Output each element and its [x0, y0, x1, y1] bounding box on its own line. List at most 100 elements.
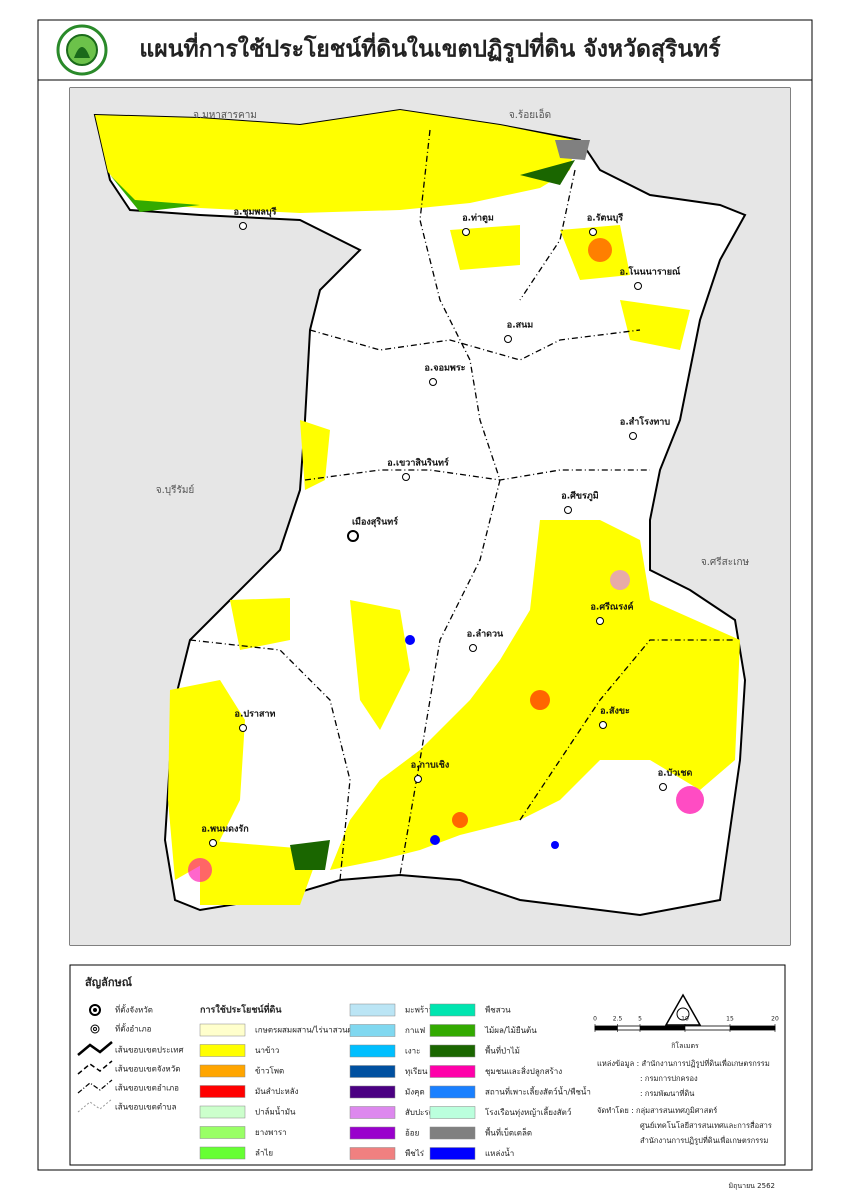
district-marker	[469, 644, 477, 652]
legend-label: โรงเรือนทุ่งหญ้าเลี้ยงสัตว์	[485, 1106, 571, 1117]
district-marker	[589, 228, 597, 236]
district-marker	[402, 473, 410, 481]
scale-bar: 0 2.5 5 10 15 20	[593, 1016, 779, 1032]
district-label: อ.ศรีณรงค์	[591, 601, 634, 613]
legend-items: ที่ตั้งจังหวัดที่ตั้งอำเภอเส้นขอบเขตประเ…	[115, 1004, 591, 1160]
legend-swatch	[429, 1024, 476, 1037]
legend-label: สับปะรด	[405, 1108, 434, 1117]
district-marker	[239, 724, 247, 732]
legend-label: ข้าวโพด	[255, 1066, 284, 1076]
scale-label: กิโลเมตร	[671, 1041, 699, 1050]
legend-label: เกษตรผสมผสาน/ไร่นาสวนผสม	[255, 1026, 362, 1035]
legend-title: สัญลักษณ์	[85, 976, 133, 989]
legend-swatch	[349, 1085, 396, 1099]
legend-label: ชุมชนและสิ่งปลูกสร้าง	[485, 1065, 562, 1077]
legend-label: สถานที่เพาะเลี้ยงสัตว์น้ำ/พืชน้ำ	[485, 1086, 591, 1097]
scale-tick-label: 0	[593, 1016, 597, 1023]
district-label: อ.ชุมพลบุรี	[234, 207, 277, 218]
district-label: อ.โนนนารายณ์	[620, 266, 681, 278]
legend-swatch	[429, 1126, 476, 1140]
district-label: อ.ลำดวน	[467, 629, 504, 640]
source-line: สำนักงานการปฏิรูปที่ดินเพื่อเกษตรกรรม	[640, 1135, 768, 1145]
symbol-label: เส้นขอบเขตจังหวัด	[115, 1065, 180, 1074]
legend-label: ทุเรียน	[405, 1067, 428, 1076]
title: แผนที่การใช้ประโยชน์ที่ดินในเขตปฏิรูปที่…	[139, 32, 721, 64]
north-logo	[664, 993, 702, 1026]
district-label: อ.บัวเชด	[658, 768, 693, 779]
date: มิถุนายน 2562	[729, 1182, 776, 1190]
legend-swatch	[199, 1085, 246, 1098]
scale-tick-label: 2.5	[613, 1016, 623, 1023]
legend-swatch	[429, 1003, 476, 1017]
district-label: อ.ปราสาท	[235, 709, 276, 720]
district-labels: อ.ชุมพลบุรีอ.ท่าตูม อ.รัตนบุรีอ.โนนนารายณ…	[201, 207, 692, 847]
legend-swatch	[429, 1085, 476, 1099]
legend-swatch	[429, 1106, 476, 1119]
district-label: อ.สังขะ	[600, 706, 630, 717]
scale-tick-label: 15	[726, 1016, 734, 1023]
symbol-icons	[77, 1004, 113, 1113]
scale-segment	[730, 1026, 775, 1030]
district-label: เมืองสุรินทร์	[352, 516, 398, 528]
source-line: ศูนย์เทคโนโลยีสารสนเทศและการสื่อสาร	[640, 1120, 772, 1130]
district-label: อ.สนม	[507, 321, 533, 331]
legend-label: ปาล์มน้ำมัน	[255, 1106, 296, 1117]
district-marker	[629, 432, 637, 440]
legend-swatch	[199, 1064, 246, 1078]
scale-tick-label: 10	[681, 1016, 689, 1023]
district-marker	[414, 775, 422, 783]
title-box	[37, 19, 813, 81]
other-landuse	[110, 140, 704, 882]
symbol-label: เส้นขอบเขตประเทศ	[115, 1046, 184, 1055]
scale-segment	[640, 1026, 685, 1030]
legend-swatch	[349, 1126, 396, 1140]
district-label: อ.ศีขรภูมิ	[561, 491, 598, 502]
source-line: : กรมการปกครอง	[640, 1074, 698, 1083]
district-marker	[429, 378, 437, 386]
legend-box	[69, 964, 786, 1166]
legend-swatch	[349, 1106, 396, 1119]
legend-label: มันสำปะหลัง	[255, 1087, 299, 1096]
district-marker	[596, 617, 604, 625]
legend-swatch	[199, 1023, 246, 1037]
district-label: อ.รัตนบุรี	[587, 213, 623, 224]
legend-swatch	[199, 1044, 246, 1057]
district-label: อ.เขวาสินรินทร์	[387, 457, 449, 469]
district-label: อ.สำโรงทาบ	[620, 416, 670, 428]
district-marker	[462, 228, 470, 236]
symbol-label: เส้นขอบเขตตำบล	[115, 1103, 177, 1112]
district-label: อ.จอมพระ	[424, 364, 465, 374]
legend-label: พืชไร่	[405, 1149, 425, 1158]
district-marker	[209, 839, 217, 847]
logo	[56, 24, 108, 76]
district-marker	[599, 721, 607, 729]
source-line: แหล่งข้อมูล : สำนักงานการปฏิรูปที่ดินเพื…	[597, 1058, 770, 1068]
neighbor-label: จ.บุรีรัมย์	[156, 484, 195, 496]
landuse-title: การใช้ประโยชน์ที่ดิน	[200, 1003, 282, 1016]
legend-swatch	[349, 1003, 396, 1017]
map	[70, 88, 790, 945]
legend-label: มะพร้าว	[405, 1006, 433, 1015]
legend-swatch	[199, 1105, 246, 1119]
district-marker	[659, 783, 667, 791]
legend-label: พื้นที่เบ็ดเตล็ด	[485, 1127, 532, 1138]
symbol-label: ที่ตั้งจังหวัด	[115, 1004, 153, 1015]
legend-swatch	[199, 1146, 246, 1160]
scale-segment	[595, 1026, 618, 1030]
legend-label: พืชสวน	[485, 1006, 511, 1015]
neighbor-label: จ.ศรีสะเกษ	[701, 556, 750, 568]
district-marker	[564, 506, 572, 514]
legend-label: อ้อย	[405, 1129, 419, 1138]
district-marker	[239, 222, 247, 230]
symbol-label: ที่ตั้งอำเภอ	[115, 1023, 152, 1034]
legend-label: กาแฟ	[405, 1026, 425, 1035]
district-marker	[504, 335, 512, 343]
symbol-label: เส้นขอบเขตอำเภอ	[115, 1084, 179, 1093]
legend-swatch	[349, 1065, 396, 1078]
legend-swatch	[349, 1147, 396, 1160]
legend-label: พื้นที่ป่าไม้	[485, 1045, 520, 1056]
legend-label: มังคุด	[405, 1088, 425, 1097]
district-marker	[347, 530, 359, 542]
legend-label: นาข้าว	[255, 1046, 279, 1055]
